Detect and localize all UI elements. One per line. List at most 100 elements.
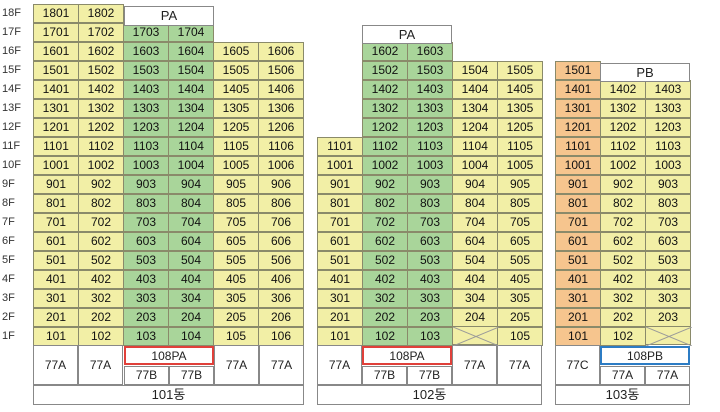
- b102-unit: 1101: [317, 137, 363, 156]
- b101-unit: 103: [123, 327, 169, 346]
- b102-unit: 302: [362, 289, 408, 308]
- b101-unit: 506: [258, 251, 304, 270]
- b102-unit: 105: [497, 327, 543, 346]
- b102-unit: 202: [362, 308, 408, 327]
- b103-unit: 802: [600, 194, 646, 213]
- b101-unit: 903: [123, 175, 169, 194]
- b102-unit: 502: [362, 251, 408, 270]
- b103-unit: 101: [555, 327, 601, 346]
- b103-unit: 1002: [600, 156, 646, 175]
- b102-unit: 1202: [362, 118, 408, 137]
- b102-unit: 504: [452, 251, 498, 270]
- b103-unit: 202: [600, 308, 646, 327]
- b101-type-3: 77B: [124, 366, 169, 385]
- b101-unit: 1502: [78, 61, 124, 80]
- b102-unit: 1205: [497, 118, 543, 137]
- b102-type-1: 77A: [317, 345, 362, 385]
- b103-type-2: 77A: [600, 366, 645, 385]
- b103-unit: 1202: [600, 118, 646, 137]
- b102-unit: 1403: [407, 80, 453, 99]
- b101-unit: 1701: [33, 23, 79, 42]
- b103-unit: 803: [645, 194, 691, 213]
- b101-unit: 105: [213, 327, 259, 346]
- floor-label: 6F: [2, 235, 15, 247]
- b101-unit: 1102: [78, 137, 124, 156]
- b103-type-3: 77A: [645, 366, 690, 385]
- floor-label: 1F: [2, 330, 15, 342]
- b101-unit: 1405: [213, 80, 259, 99]
- b103-unit: 301: [555, 289, 601, 308]
- b101-unit: 1602: [78, 42, 124, 61]
- b101-unit: 1301: [33, 99, 79, 118]
- b102-unit: 805: [497, 194, 543, 213]
- b102-unit: 603: [407, 232, 453, 251]
- b101-unit: 704: [168, 213, 214, 232]
- floor-label: 15F: [2, 64, 21, 76]
- floor-label: 13F: [2, 102, 21, 114]
- b101-unit: 1206: [258, 118, 304, 137]
- b101-unit: 904: [168, 175, 214, 194]
- b101-unit: 305: [213, 289, 259, 308]
- b102-unit: 1203: [407, 118, 453, 137]
- b101-unit: 1802: [78, 4, 124, 23]
- b103-unit: 1501: [555, 61, 601, 80]
- b102-unit: 1602: [362, 42, 408, 61]
- b102-unit: 303: [407, 289, 453, 308]
- b102-unit: 1004: [452, 156, 498, 175]
- b101-unit: 304: [168, 289, 214, 308]
- b101-unit: 101: [33, 327, 79, 346]
- b101-unit: 1401: [33, 80, 79, 99]
- b101-unit: 1501: [33, 61, 79, 80]
- b101-unit: 1505: [213, 61, 259, 80]
- b102-unit: 803: [407, 194, 453, 213]
- b103-unit: 401: [555, 270, 601, 289]
- b102-unit: 1001: [317, 156, 363, 175]
- b101-unit: 501: [33, 251, 79, 270]
- b103-unit: 201: [555, 308, 601, 327]
- b102-unit: 405: [497, 270, 543, 289]
- b101-pa-header: PA: [124, 6, 214, 26]
- b101-type-108pa: 108PA: [124, 346, 214, 365]
- b101-unit: 1205: [213, 118, 259, 137]
- floor-label: 17F: [2, 26, 21, 38]
- b102-unit: 401: [317, 270, 363, 289]
- b102-unit: 1505: [497, 61, 543, 80]
- b102-unit: 902: [362, 175, 408, 194]
- floor-label: 3F: [2, 292, 15, 304]
- b101-unit: 106: [258, 327, 304, 346]
- b103-unit: 1003: [645, 156, 691, 175]
- b103-type-1: 77C: [555, 345, 600, 385]
- b102-unit: 801: [317, 194, 363, 213]
- b103-unit: 403: [645, 270, 691, 289]
- b103-unit-103-crossed: [645, 326, 692, 346]
- b101-unit: 606: [258, 232, 304, 251]
- b101-unit: 505: [213, 251, 259, 270]
- b102-unit: 305: [497, 289, 543, 308]
- b101-unit: 705: [213, 213, 259, 232]
- b102-type-3: 77B: [407, 366, 452, 385]
- b101-unit: 306: [258, 289, 304, 308]
- b103-unit: 901: [555, 175, 601, 194]
- b101-unit: 1104: [168, 137, 214, 156]
- b101-unit: 201: [33, 308, 79, 327]
- b101-unit: 1101: [33, 137, 79, 156]
- b102-unit: 1603: [407, 42, 453, 61]
- b101-unit: 1406: [258, 80, 304, 99]
- b102-unit: 1204: [452, 118, 498, 137]
- b102-unit: 102: [362, 327, 408, 346]
- b102-unit: 802: [362, 194, 408, 213]
- b102-type-108pa: 108PA: [362, 346, 452, 365]
- floor-label: 16F: [2, 45, 21, 57]
- b101-unit: 402: [78, 270, 124, 289]
- b101-unit: 1002: [78, 156, 124, 175]
- b102-unit: 1304: [452, 99, 498, 118]
- b101-unit: 1201: [33, 118, 79, 137]
- b101-unit: 405: [213, 270, 259, 289]
- b101-unit: 301: [33, 289, 79, 308]
- b103-unit: 303: [645, 289, 691, 308]
- b101-unit: 1601: [33, 42, 79, 61]
- b101-unit: 1005: [213, 156, 259, 175]
- b101-unit: 1603: [123, 42, 169, 61]
- b101-unit: 603: [123, 232, 169, 251]
- b103-unit: 801: [555, 194, 601, 213]
